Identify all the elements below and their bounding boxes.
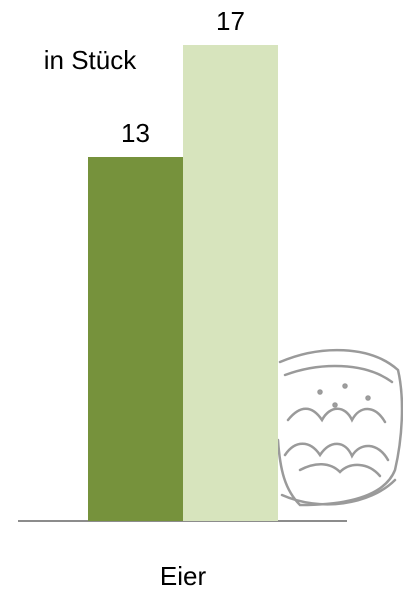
unit-annotation: in Stück [44, 45, 137, 75]
data-label: 13 [121, 118, 150, 148]
x-tick-label: Eier [160, 561, 207, 591]
bar [88, 157, 183, 521]
bar [183, 45, 278, 521]
egg-carton-illustration [276, 348, 403, 507]
data-label: 17 [216, 6, 245, 36]
